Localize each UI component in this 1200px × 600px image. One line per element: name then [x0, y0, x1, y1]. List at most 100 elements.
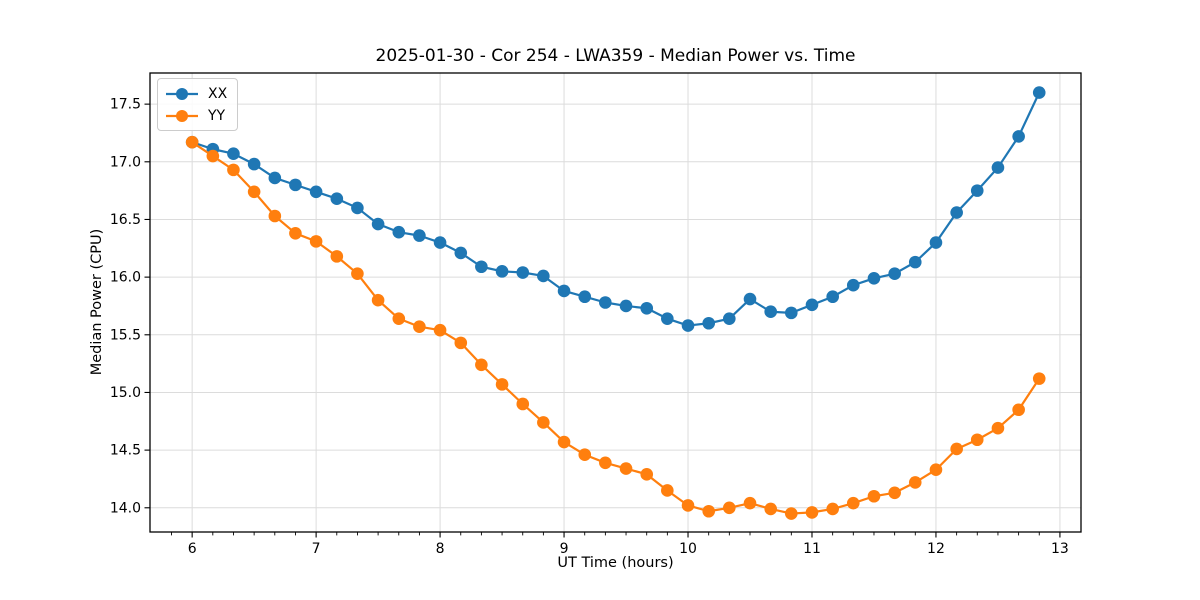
data-point-xx: [578, 290, 592, 304]
data-point-xx: [702, 316, 716, 330]
data-point-xx: [475, 260, 488, 274]
data-point-yy: [475, 358, 488, 372]
data-point-yy: [413, 320, 426, 334]
data-point-yy: [454, 336, 468, 350]
data-point-yy: [351, 267, 364, 280]
data-point-xx: [681, 319, 695, 332]
data-point-yy: [227, 163, 240, 177]
x-tick-label: 12: [927, 541, 945, 557]
data-point-yy: [557, 435, 571, 449]
data-point-yy: [433, 323, 447, 337]
data-point-xx: [929, 236, 943, 249]
x-tick-label: 9: [560, 541, 569, 557]
data-point-yy: [599, 456, 612, 470]
series-line-yy: [191, 141, 1041, 515]
data-point-yy: [619, 462, 633, 475]
data-point-yy: [495, 378, 509, 391]
data-point-xx: [908, 255, 922, 269]
data-point-xx: [1012, 130, 1025, 143]
chart-title: 2025-01-30 - Cor 254 - LWA359 - Median P…: [375, 46, 856, 66]
data-point-yy: [784, 507, 798, 520]
data-point-xx: [1032, 86, 1046, 99]
data-point-yy: [185, 135, 199, 149]
data-point-xx: [454, 246, 468, 260]
data-point-xx: [433, 236, 447, 249]
x-tick-label: 8: [436, 541, 445, 557]
data-point-xx: [784, 306, 798, 320]
data-point-yy: [805, 506, 819, 519]
data-point-xx: [557, 284, 571, 298]
data-point-yy: [537, 416, 550, 429]
y-tick-label: 14.5: [110, 443, 141, 459]
x-tick-label: 13: [1051, 541, 1069, 557]
data-point-yy: [392, 312, 406, 325]
x-tick-label: 11: [803, 541, 821, 557]
y-tick-label: 14.0: [110, 500, 141, 516]
data-point-xx: [392, 225, 406, 239]
data-point-yy: [1012, 403, 1025, 417]
data-point-xx: [950, 206, 963, 219]
data-point-xx: [309, 185, 323, 199]
data-point-yy: [309, 235, 323, 248]
data-point-xx: [289, 178, 302, 192]
data-point-yy: [888, 486, 901, 500]
data-point-xx: [227, 147, 240, 161]
data-point-yy: [764, 502, 778, 516]
data-point-yy: [681, 499, 695, 512]
y-tick-label: 15.5: [110, 327, 141, 343]
legend-line-marker-yy: [166, 109, 198, 122]
data-point-xx: [619, 299, 633, 313]
data-point-yy: [723, 501, 736, 515]
x-tick-label: 6: [188, 541, 197, 557]
data-point-yy: [908, 476, 922, 489]
data-point-xx: [351, 201, 364, 215]
data-point-xx: [516, 266, 530, 279]
legend-label-xx: XX: [208, 85, 228, 102]
legend: XX YY: [157, 78, 239, 131]
y-tick-label: 16.5: [110, 212, 141, 228]
data-point-yy: [702, 504, 716, 518]
data-point-yy: [867, 489, 881, 503]
data-point-xx: [826, 290, 839, 304]
x-tick-label: 10: [679, 541, 697, 557]
y-tick-label: 15.0: [110, 385, 141, 401]
data-point-yy: [289, 227, 302, 240]
data-point-xx: [661, 312, 674, 325]
legend-entry-xx: XX: [165, 83, 227, 104]
y-tick-label: 17.0: [110, 154, 141, 170]
data-point-yy: [970, 433, 984, 447]
y-tick-label: 16.0: [110, 270, 141, 286]
legend-label-yy: YY: [208, 107, 226, 124]
data-point-yy: [268, 209, 282, 223]
data-point-xx: [330, 192, 344, 206]
data-point-yy: [640, 468, 654, 481]
data-point-xx: [888, 267, 901, 280]
data-point-xx: [991, 161, 1005, 174]
data-point-yy: [516, 397, 530, 411]
data-point-xx: [495, 265, 509, 278]
data-point-xx: [640, 301, 654, 315]
data-point-xx: [268, 171, 282, 185]
y-tick-label: 17.5: [110, 97, 141, 113]
data-point-yy: [1032, 372, 1046, 385]
legend-line-marker-xx: [166, 87, 198, 100]
data-point-yy: [991, 421, 1005, 435]
data-point-yy: [950, 442, 963, 456]
data-point-xx: [805, 298, 819, 312]
data-point-xx: [413, 229, 426, 242]
data-point-xx: [247, 157, 261, 171]
x-tick-label: 7: [312, 541, 321, 557]
data-point-xx: [764, 305, 778, 319]
data-point-xx: [371, 217, 385, 231]
series-line-xx: [191, 91, 1041, 327]
data-point-yy: [743, 496, 757, 510]
data-point-yy: [371, 293, 385, 307]
data-point-yy: [826, 502, 839, 516]
data-point-xx: [599, 296, 612, 309]
legend-entry-yy: YY: [165, 105, 227, 126]
data-point-yy: [206, 149, 220, 163]
data-point-xx: [537, 269, 550, 283]
data-point-yy: [247, 185, 261, 199]
x-axis-label: UT Time (hours): [557, 555, 674, 571]
